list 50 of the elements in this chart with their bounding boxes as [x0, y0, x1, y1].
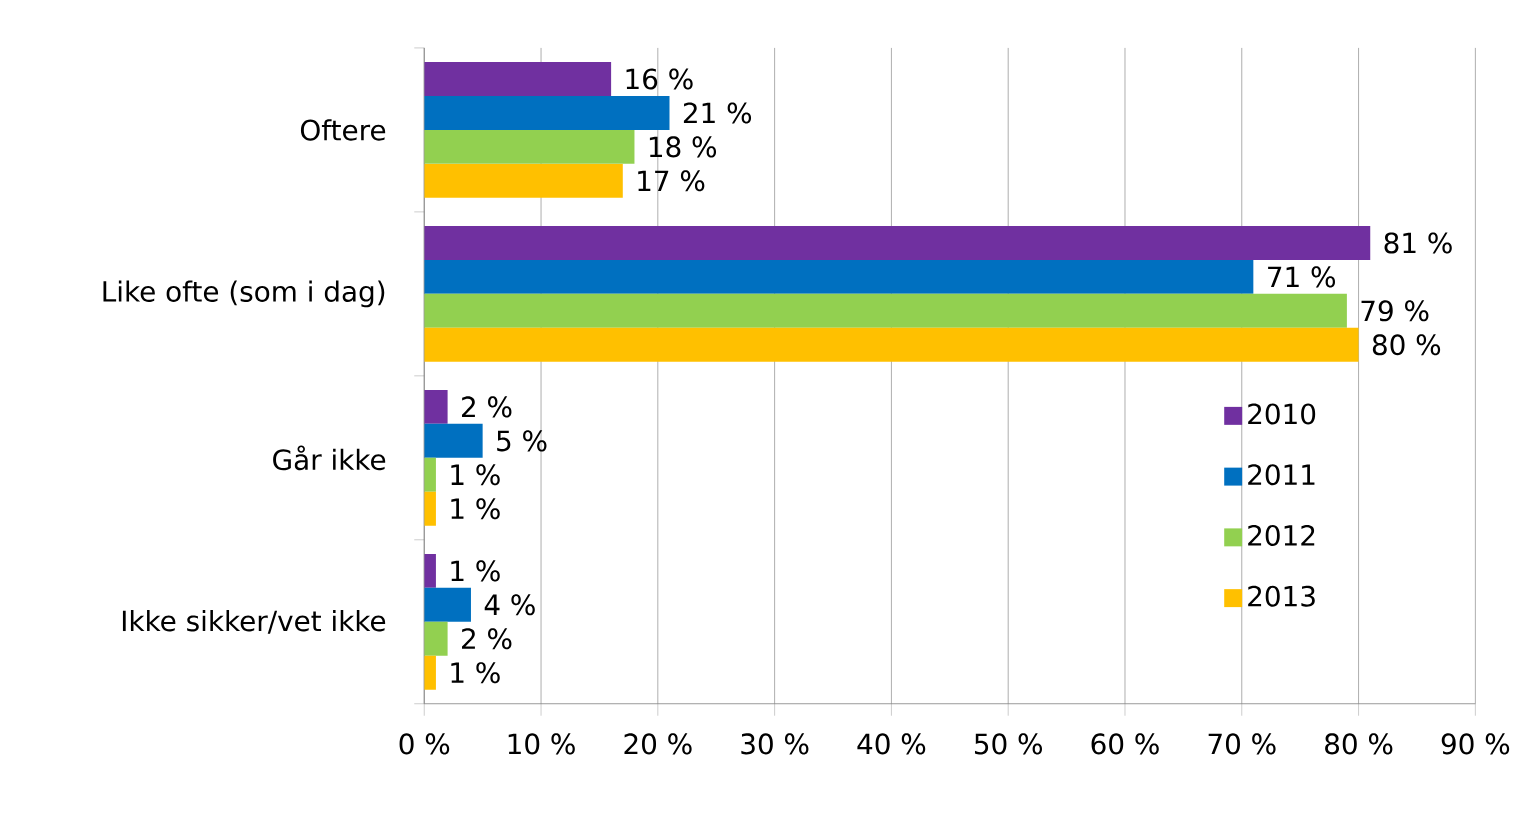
legend-label: 2011 — [1248, 464, 1315, 486]
x-tick-label: 20 % — [624, 733, 692, 755]
data-label: 1 % — [451, 498, 500, 520]
data-label: 4 % — [484, 594, 535, 616]
x-tick-label: 60 % — [1091, 733, 1159, 755]
bar — [424, 294, 1347, 329]
x-tick-label: 40 % — [857, 733, 926, 755]
data-label: 71 % — [1268, 266, 1335, 288]
bar — [424, 458, 436, 492]
data-label: 1 % — [451, 662, 500, 684]
x-tick-label: 70 % — [1208, 733, 1276, 755]
data-label: 17 % — [638, 170, 705, 192]
bar — [424, 424, 483, 459]
bar — [424, 130, 635, 165]
x-tick-label: 0 % — [399, 733, 450, 755]
data-label: 79 % — [1361, 300, 1429, 322]
bar — [424, 62, 612, 97]
x-tick-label: 90 % — [1441, 733, 1510, 755]
x-tick-label: 10 % — [508, 733, 575, 755]
data-label: 1 % — [451, 464, 500, 486]
bar — [424, 260, 1254, 295]
bar — [424, 328, 1359, 362]
bar — [424, 226, 1371, 261]
bar — [424, 96, 670, 131]
bar — [424, 164, 623, 199]
y-tick-label: Like ofte (som i dag) — [103, 280, 385, 308]
data-label: 2 % — [462, 628, 512, 650]
data-label: 16 % — [626, 68, 693, 90]
x-tick-label: 80 % — [1325, 733, 1393, 755]
data-label: 2 % — [462, 396, 512, 418]
data-label: 21 % — [683, 102, 752, 124]
data-label: 1 % — [451, 560, 500, 582]
data-label: 81 % — [1384, 232, 1452, 254]
x-tick-label: 30 % — [741, 733, 809, 755]
y-tick-label: Går ikke — [273, 445, 386, 471]
bar — [424, 588, 471, 623]
bar — [424, 622, 448, 656]
legend-label: 2013 — [1248, 585, 1315, 608]
x-tick-label: 50 % — [974, 733, 1042, 755]
y-tick-label: Oftere — [300, 119, 386, 141]
bar — [424, 390, 448, 425]
bar — [424, 492, 436, 526]
y-tick-label: Ikke sikker/vet ikke — [122, 610, 386, 634]
data-label: 5 % — [497, 430, 547, 452]
data-label: 80 % — [1372, 334, 1441, 356]
bar — [424, 655, 436, 690]
bar — [424, 554, 436, 589]
data-label: 18 % — [649, 136, 717, 158]
legend-label: 2010 — [1248, 403, 1316, 425]
legend-label: 2012 — [1248, 525, 1315, 547]
